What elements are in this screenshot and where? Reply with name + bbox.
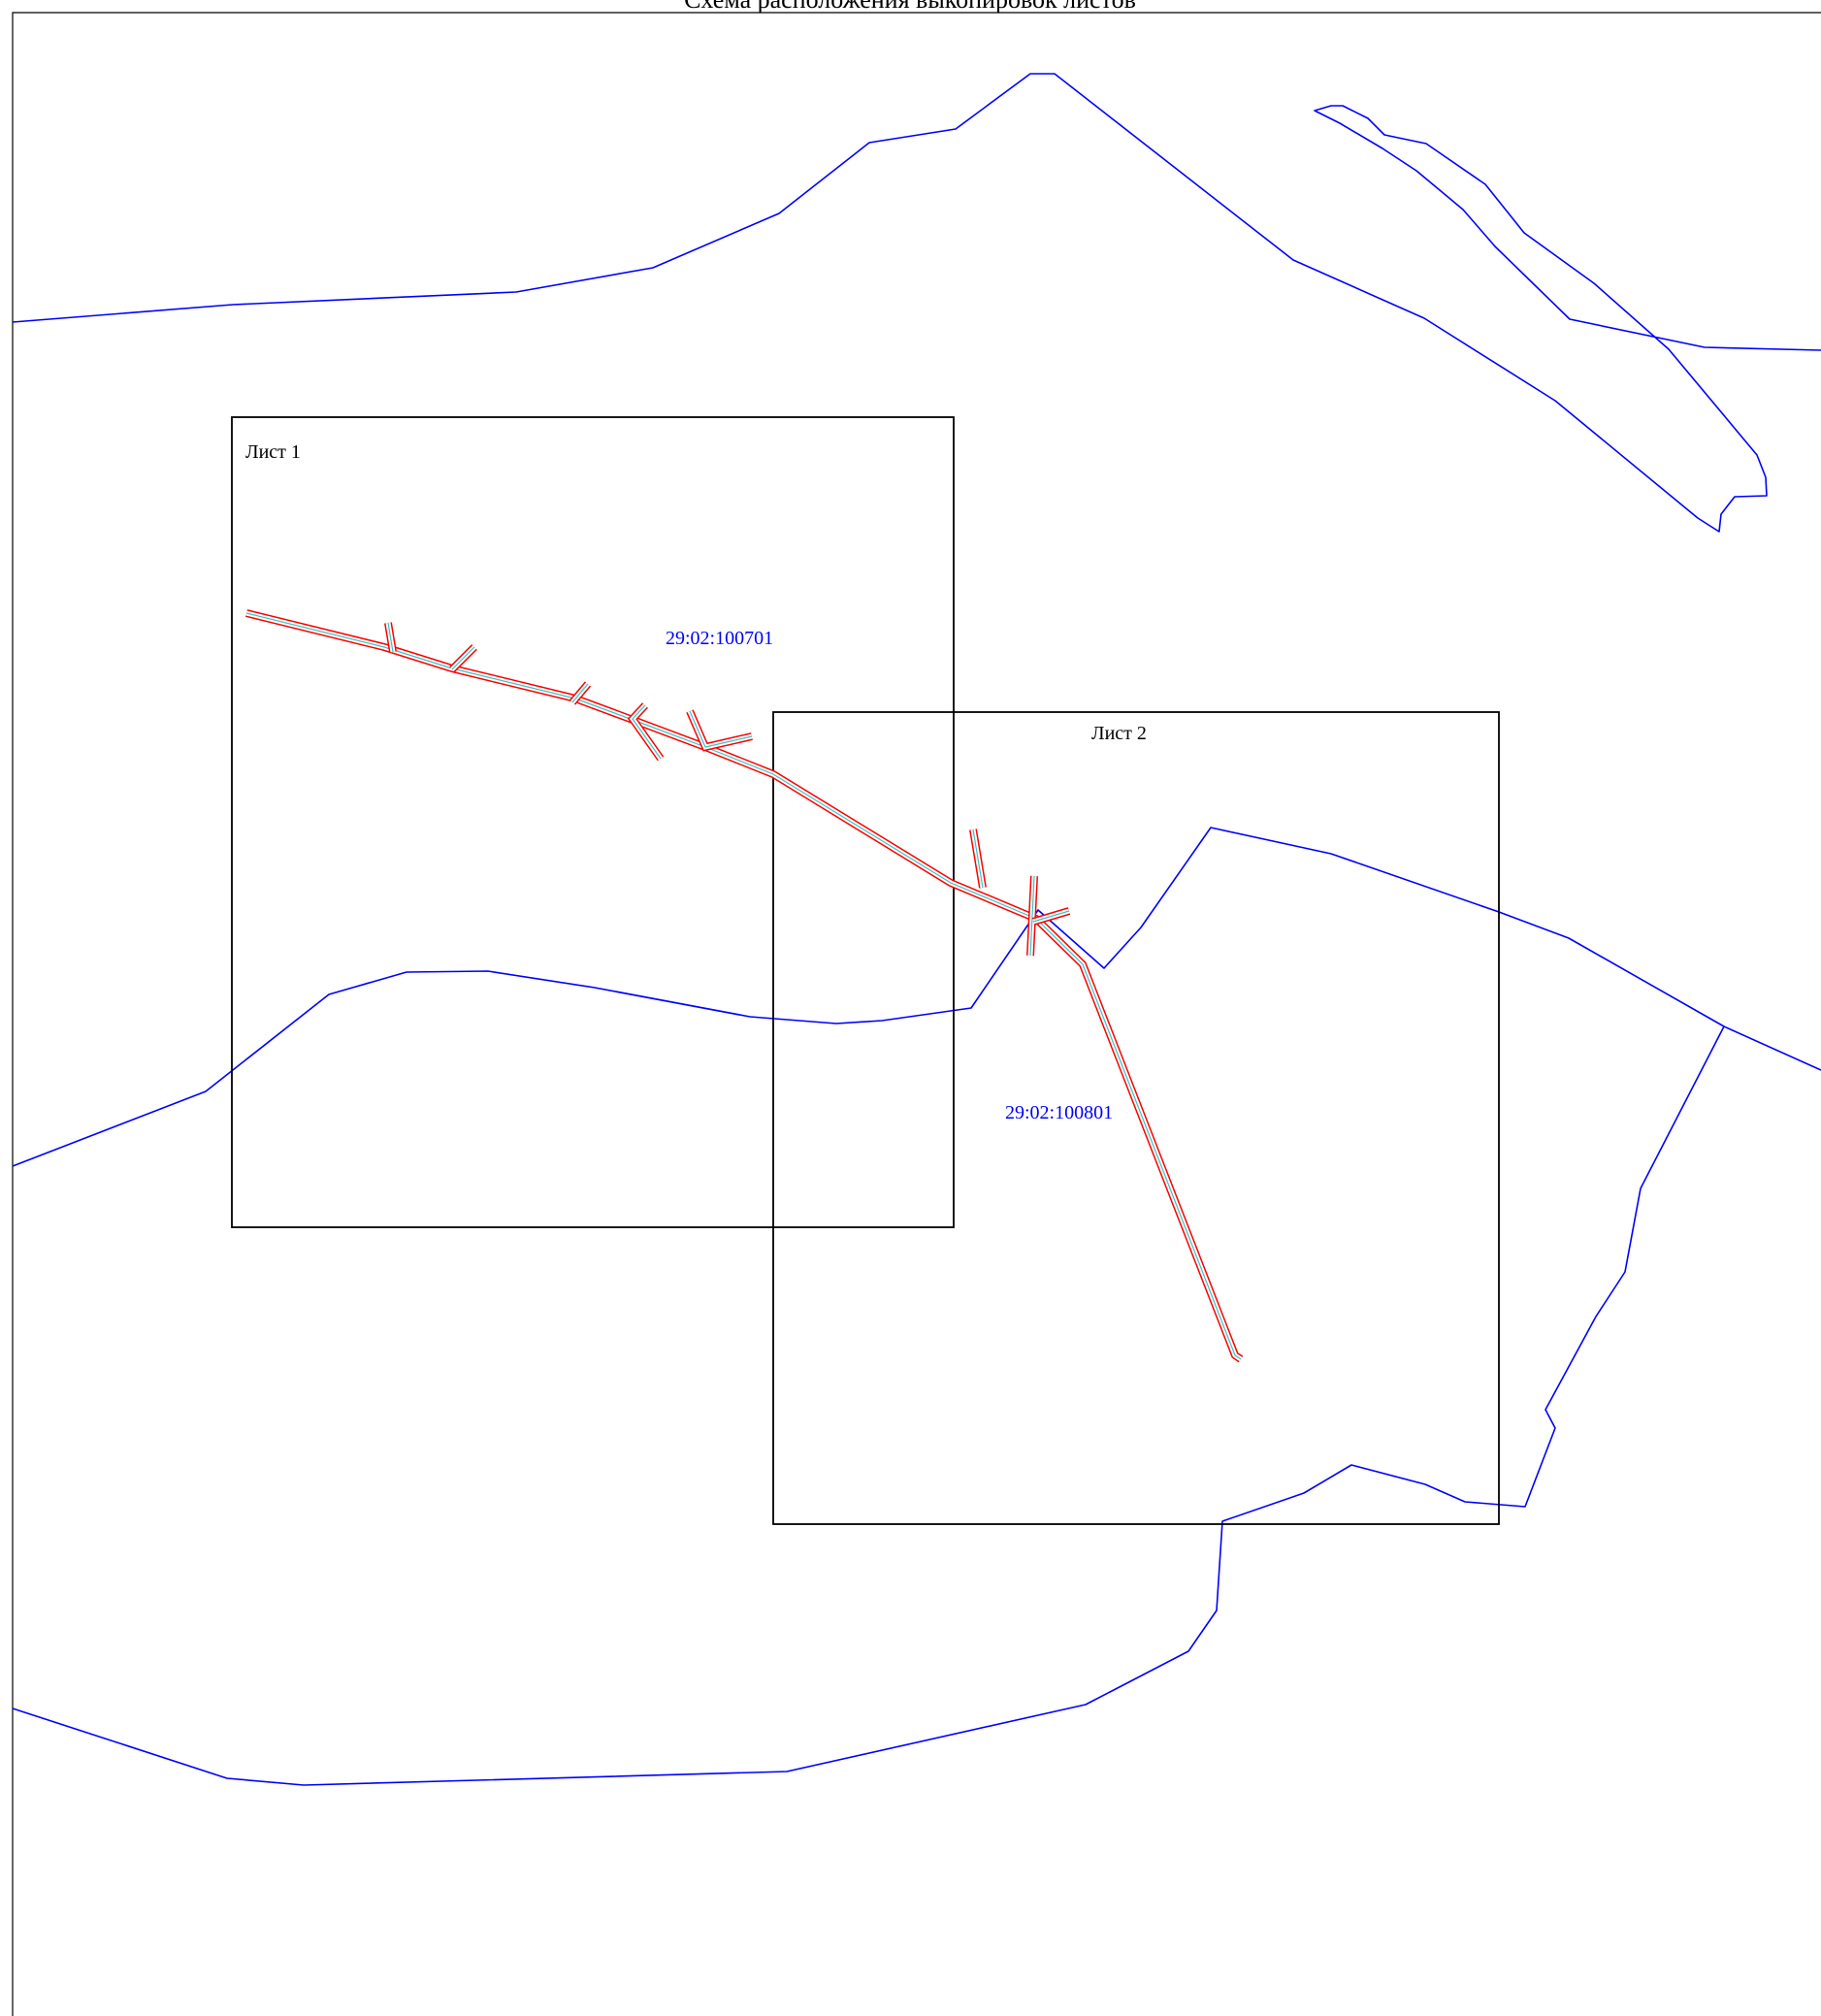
pipeline-branch-1-pipe-inner bbox=[387, 622, 394, 653]
pipeline-branch-3-pipe-inner bbox=[571, 683, 589, 703]
pipeline-branch-8 bbox=[1031, 907, 1071, 926]
pipeline-branch-1 bbox=[384, 622, 397, 653]
page-frame bbox=[12, 12, 1821, 2016]
sheet-2-label: Лист 2 bbox=[1091, 723, 1147, 744]
pipeline-main bbox=[245, 609, 1244, 1363]
boundary-east bbox=[12, 1025, 1725, 1786]
pipeline-branch-3 bbox=[569, 681, 592, 705]
pipeline-branch-6-pipe-inner bbox=[972, 829, 984, 889]
pipeline-branch-7 bbox=[1026, 875, 1038, 957]
pipeline-branch-2-pipe-inner bbox=[451, 646, 475, 670]
pipeline-branch-4-pipe-inner bbox=[632, 704, 662, 760]
sheet-1-label: Лист 1 bbox=[245, 441, 301, 463]
sheet-2-frame bbox=[772, 711, 1500, 1525]
pipeline-branch-4 bbox=[627, 702, 665, 762]
cadastral-label-100701: 29:02:100701 bbox=[666, 628, 773, 649]
pipeline-route bbox=[245, 609, 1244, 1363]
cadastral-boundaries bbox=[12, 73, 1821, 1786]
boundary-north bbox=[12, 73, 1821, 533]
pipeline-main-pipe-inner bbox=[245, 612, 1242, 1360]
pipeline-branch-8-pipe-inner bbox=[1032, 910, 1070, 923]
pipeline-branch-5 bbox=[686, 709, 753, 752]
boundary-middle bbox=[12, 827, 1821, 1167]
pipeline-branch-5-pipe-inner bbox=[689, 710, 753, 748]
map-title: Схема расположения выкопировок листов bbox=[684, 0, 1136, 14]
pipeline-branch-2 bbox=[449, 644, 477, 672]
pipeline-branch-7-pipe-inner bbox=[1029, 875, 1035, 957]
cadastral-label-100801: 29:02:100801 bbox=[1005, 1102, 1113, 1123]
sheet-1-frame bbox=[231, 416, 955, 1228]
pipeline-branch-6 bbox=[969, 829, 987, 889]
